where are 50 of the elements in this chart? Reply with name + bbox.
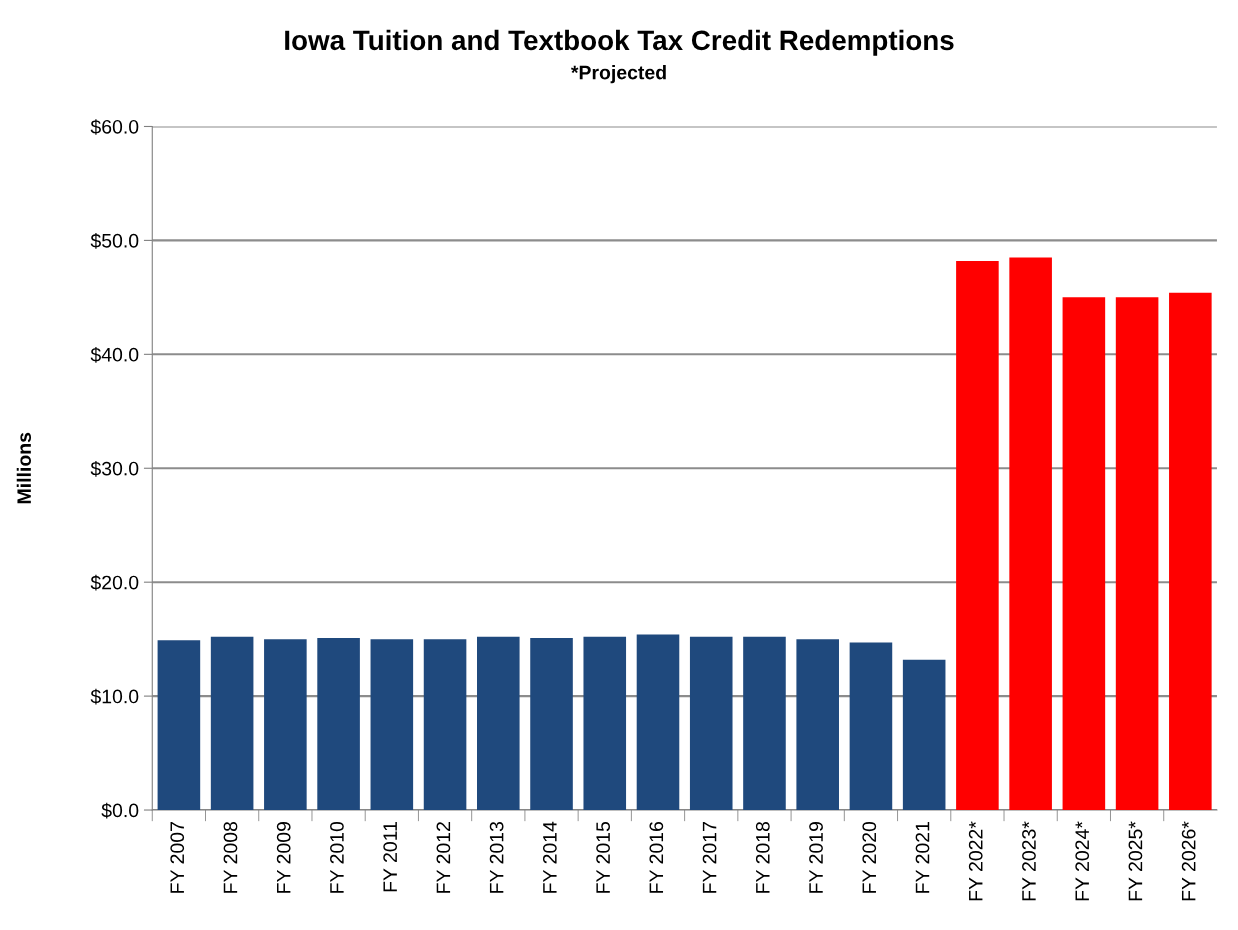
x-tick-label: FY 2013 — [489, 821, 504, 893]
bar — [1009, 257, 1052, 811]
bar — [583, 636, 627, 811]
bar — [902, 659, 946, 811]
bar — [157, 640, 201, 811]
bar — [317, 638, 360, 811]
bar — [689, 636, 733, 811]
bar — [1115, 297, 1159, 811]
x-tick-label: FY 2016 — [649, 821, 664, 893]
x-tick-label: FY 2010 — [330, 821, 344, 893]
bar — [264, 639, 307, 811]
bar — [477, 636, 520, 811]
x-tick-label: FY 2022* — [968, 821, 983, 901]
y-tick-label: $20.0 — [90, 574, 139, 591]
x-tick-label: FY 2023* — [1022, 821, 1036, 901]
x-tick-label: FY 2026* — [1181, 821, 1196, 901]
y-tick-label: $10.0 — [90, 688, 139, 705]
x-tick-label: FY 2012 — [436, 822, 451, 893]
bar — [956, 260, 999, 811]
x-tick-label: FY 2011 — [383, 822, 398, 892]
bar — [1062, 297, 1106, 811]
x-tick-label: FY 2019 — [809, 822, 823, 893]
bar — [530, 638, 573, 811]
bar — [370, 639, 414, 811]
y-axis-title: Millions — [16, 432, 32, 504]
y-tick-label: $60.0 — [90, 119, 139, 135]
bar — [636, 634, 680, 811]
bar — [796, 639, 839, 811]
x-tick-label: FY 2021 — [915, 822, 930, 893]
x-tick-label: FY 2024* — [1075, 821, 1090, 901]
bar — [423, 639, 467, 811]
x-tick-label: FY 2015 — [596, 821, 610, 893]
x-tick-label: FY 2017 — [702, 822, 717, 893]
x-tick-label: FY 2009 — [276, 822, 291, 893]
y-tick-label: $30.0 — [90, 460, 139, 477]
x-tick-label: FY 2007 — [170, 822, 185, 893]
y-tick-label: $40.0 — [90, 346, 139, 363]
y-tick-label: $0.0 — [101, 802, 139, 819]
bar — [743, 636, 786, 811]
bar — [849, 642, 893, 811]
x-tick-label: FY 2008 — [223, 821, 238, 893]
bar — [210, 636, 254, 811]
bar — [1169, 292, 1212, 811]
x-tick-label: FY 2014 — [542, 821, 557, 893]
y-tick-label: $50.0 — [90, 233, 139, 249]
x-tick-label: FY 2020 — [862, 821, 877, 893]
chart-subtitle: *Projected — [570, 65, 666, 84]
chart-title: Iowa Tuition and Textbook Tax Credit Redemptions — [285, 29, 954, 56]
x-tick-label: FY 2018 — [755, 821, 770, 893]
x-tick-label: FY 2025* — [1128, 821, 1143, 901]
